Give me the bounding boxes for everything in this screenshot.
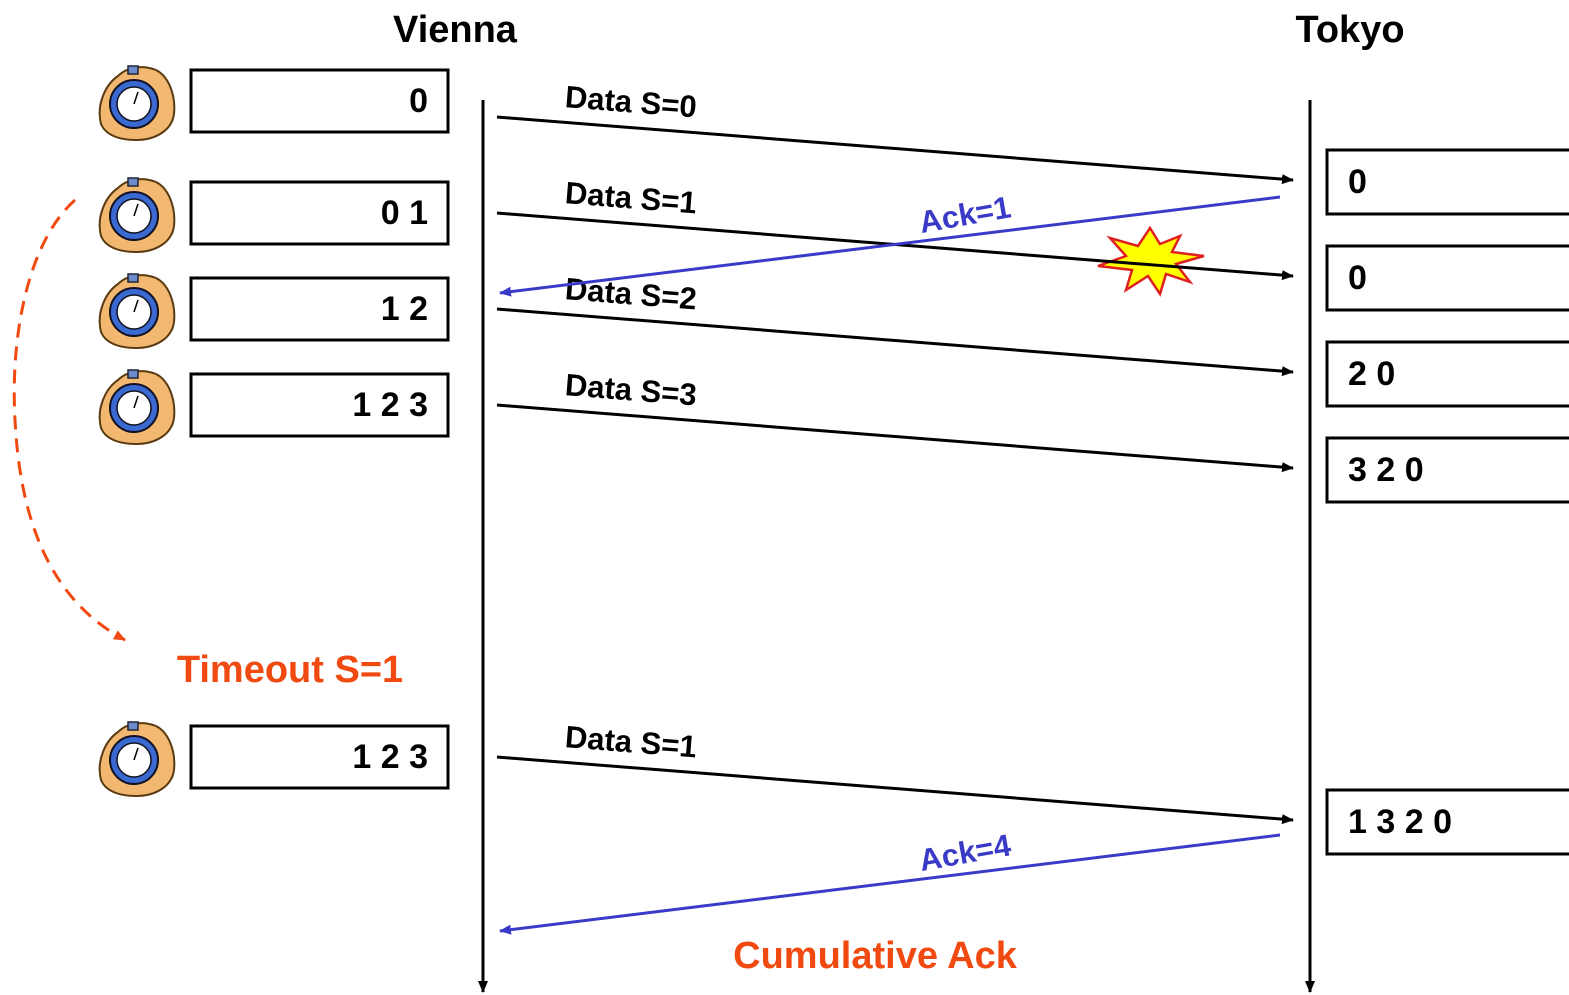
stopwatch-icon bbox=[100, 178, 175, 252]
sender-buffer-text: 0 1 bbox=[381, 194, 428, 232]
sender-name: Vienna bbox=[393, 9, 518, 51]
data-label: Data S=3 bbox=[564, 367, 698, 412]
diagram: Vienna Tokyo Timeout S=1 Cumulative Ack … bbox=[0, 0, 1569, 995]
sender-buffer-text: 1 2 3 bbox=[352, 386, 428, 424]
receiver-buffer-text: 2 0 bbox=[1348, 355, 1395, 393]
data-arrow bbox=[497, 117, 1293, 180]
data-label: Data S=1 bbox=[564, 719, 698, 764]
sender-buffer-text: 1 2 bbox=[381, 290, 428, 328]
sender-buffer-text: 1 2 3 bbox=[352, 738, 428, 776]
receiver-name: Tokyo bbox=[1295, 9, 1404, 51]
data-label: Data S=0 bbox=[564, 79, 698, 124]
data-arrow bbox=[497, 309, 1293, 372]
receiver-buffer-text: 3 2 0 bbox=[1348, 451, 1424, 489]
data-arrow bbox=[497, 757, 1293, 820]
receiver-buffer-text: 0 bbox=[1348, 259, 1367, 297]
data-arrow bbox=[497, 405, 1293, 468]
stopwatch-icon bbox=[100, 722, 175, 796]
stopwatch-icon bbox=[100, 66, 175, 140]
timeout-label: Timeout S=1 bbox=[177, 649, 403, 691]
ack-arrow bbox=[500, 835, 1280, 931]
data-label: Data S=1 bbox=[564, 175, 698, 220]
receiver-buffer-text: 1 3 2 0 bbox=[1348, 803, 1452, 841]
sender-buffer-text: 0 bbox=[409, 82, 428, 120]
diagram-layer: Vienna Tokyo Timeout S=1 Cumulative Ack … bbox=[14, 9, 1569, 992]
stopwatch-icon bbox=[100, 370, 175, 444]
receiver-buffer-text: 0 bbox=[1348, 163, 1367, 201]
cumulative-label: Cumulative Ack bbox=[733, 935, 1018, 977]
stopwatch-icon bbox=[100, 274, 175, 348]
